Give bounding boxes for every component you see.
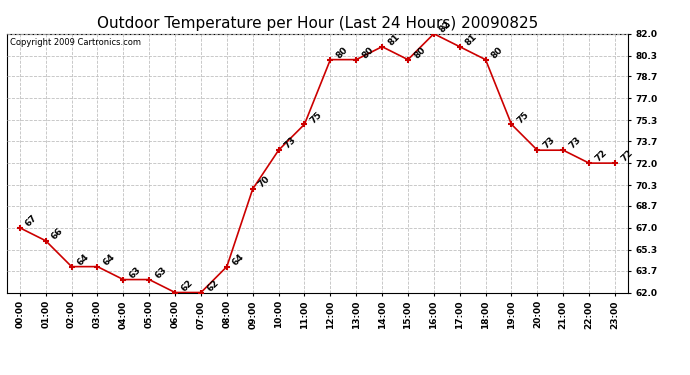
Text: 81: 81 — [464, 32, 479, 47]
Text: 80: 80 — [490, 45, 505, 60]
Text: 80: 80 — [335, 45, 350, 60]
Text: 62: 62 — [205, 278, 220, 293]
Text: 63: 63 — [153, 265, 168, 280]
Text: 73: 73 — [542, 135, 557, 151]
Text: 64: 64 — [76, 252, 91, 267]
Text: 80: 80 — [412, 45, 427, 60]
Title: Outdoor Temperature per Hour (Last 24 Hours) 20090825: Outdoor Temperature per Hour (Last 24 Ho… — [97, 16, 538, 31]
Text: Copyright 2009 Cartronics.com: Copyright 2009 Cartronics.com — [10, 38, 141, 46]
Text: 70: 70 — [257, 174, 272, 190]
Text: 82: 82 — [438, 19, 453, 34]
Text: 72: 72 — [593, 148, 609, 164]
Text: 64: 64 — [231, 252, 246, 267]
Text: 67: 67 — [24, 213, 39, 228]
Text: 73: 73 — [283, 135, 298, 151]
Text: 72: 72 — [619, 148, 634, 164]
Text: 75: 75 — [308, 110, 324, 125]
Text: 66: 66 — [50, 226, 65, 242]
Text: 81: 81 — [386, 32, 402, 47]
Text: 62: 62 — [179, 278, 195, 293]
Text: 64: 64 — [101, 252, 117, 267]
Text: 63: 63 — [128, 265, 143, 280]
Text: 73: 73 — [567, 135, 582, 151]
Text: 80: 80 — [360, 45, 375, 60]
Text: 75: 75 — [515, 110, 531, 125]
